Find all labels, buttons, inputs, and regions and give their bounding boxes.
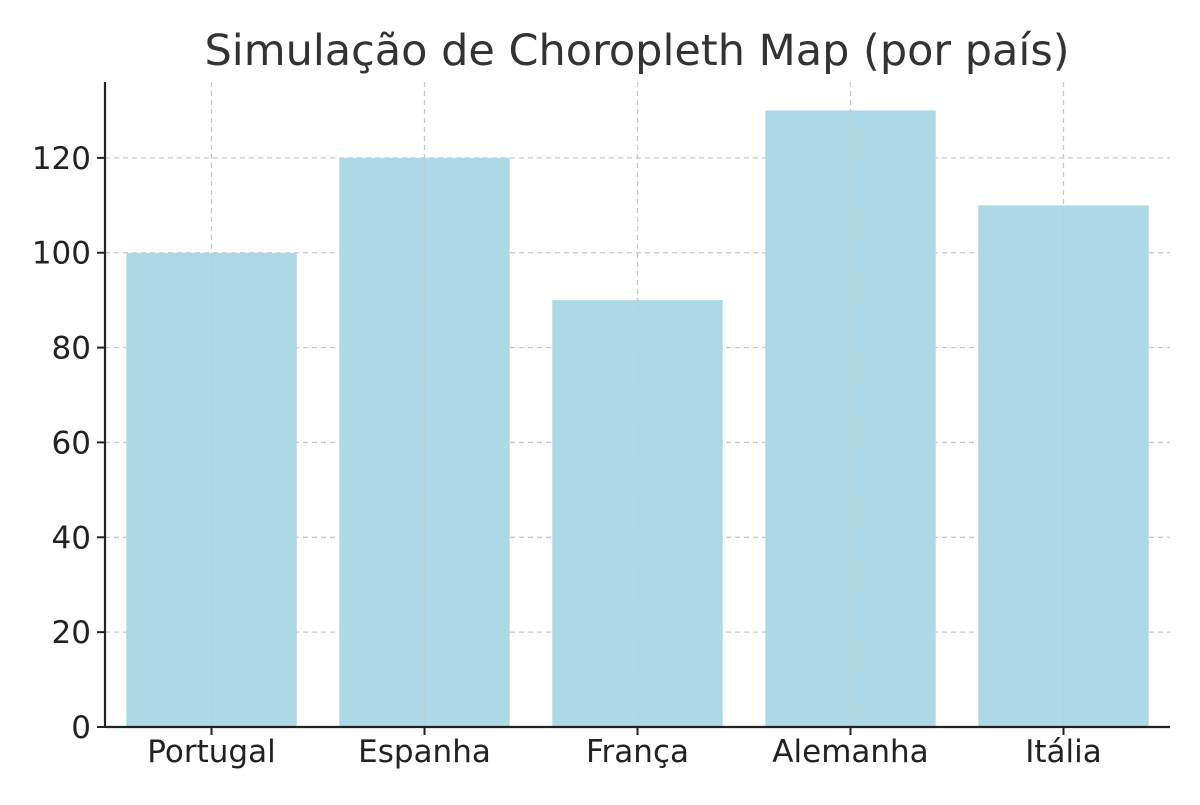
- x-tick-label-alemanha: Alemanha: [772, 734, 928, 770]
- x-tick-label-frança: França: [586, 734, 689, 770]
- y-tick-label-120: 120: [32, 141, 91, 177]
- y-tick-label-0: 0: [71, 710, 91, 746]
- y-tick-label-20: 20: [52, 615, 91, 651]
- y-tick-label-80: 80: [52, 331, 91, 367]
- labels-layer: 0 20 40 60 80 100 120 Portugal Espanha França Alem…: [32, 141, 1102, 770]
- y-tick-label-60: 60: [52, 425, 91, 461]
- x-tick-label-portugal: Portugal: [147, 734, 275, 770]
- x-tick-label-espanha: Espanha: [358, 734, 491, 770]
- y-tick-label-100: 100: [32, 236, 91, 272]
- chart-title: Simulação de Choropleth Map (por país): [204, 26, 1069, 76]
- x-tick-label-itália: Itália: [1025, 734, 1102, 770]
- axes-layer: [97, 82, 1170, 735]
- y-tick-label-40: 40: [52, 520, 91, 556]
